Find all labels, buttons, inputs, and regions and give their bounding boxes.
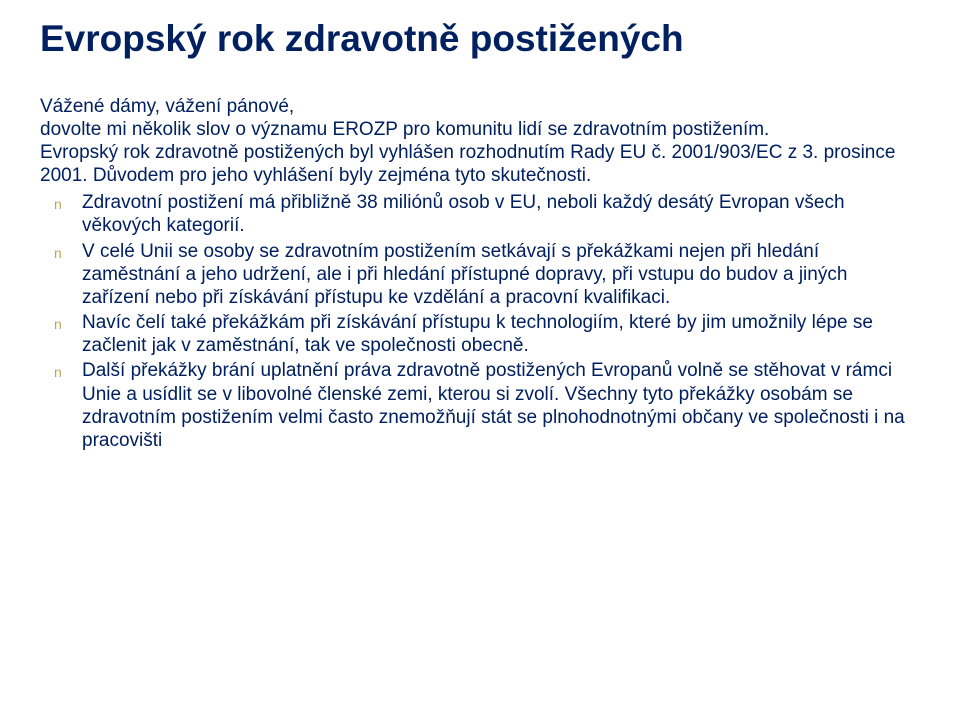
bullet-text: Zdravotní postižení má přibližně 38 mili… bbox=[82, 191, 920, 237]
bullet-text: Další překážky brání uplatnění práva zdr… bbox=[82, 359, 920, 452]
intro-line-2: dovolte mi několik slov o významu EROZP … bbox=[40, 118, 920, 141]
list-item: n Zdravotní postižení má přibližně 38 mi… bbox=[82, 191, 920, 237]
bullet-list: n Zdravotní postižení má přibližně 38 mi… bbox=[40, 191, 920, 452]
intro-line-3: Evropský rok zdravotně postižených byl v… bbox=[40, 141, 920, 187]
intro-block: Vážené dámy, vážení pánové, dovolte mi n… bbox=[40, 95, 920, 188]
bullet-text: Navíc čelí také překážkám při získávání … bbox=[82, 311, 920, 357]
list-item: n V celé Unii se osoby se zdravotním pos… bbox=[82, 240, 920, 310]
bullet-icon: n bbox=[54, 311, 82, 335]
list-item: n Další překážky brání uplatnění práva z… bbox=[82, 359, 920, 452]
intro-line-1: Vážené dámy, vážení pánové, bbox=[40, 95, 920, 118]
slide-title: Evropský rok zdravotně postižených bbox=[40, 18, 920, 61]
bullet-icon: n bbox=[54, 359, 82, 383]
bullet-icon: n bbox=[54, 191, 82, 215]
list-item: n Navíc čelí také překážkám při získáván… bbox=[82, 311, 920, 357]
bullet-text: V celé Unii se osoby se zdravotním posti… bbox=[82, 240, 920, 310]
bullet-icon: n bbox=[54, 240, 82, 264]
